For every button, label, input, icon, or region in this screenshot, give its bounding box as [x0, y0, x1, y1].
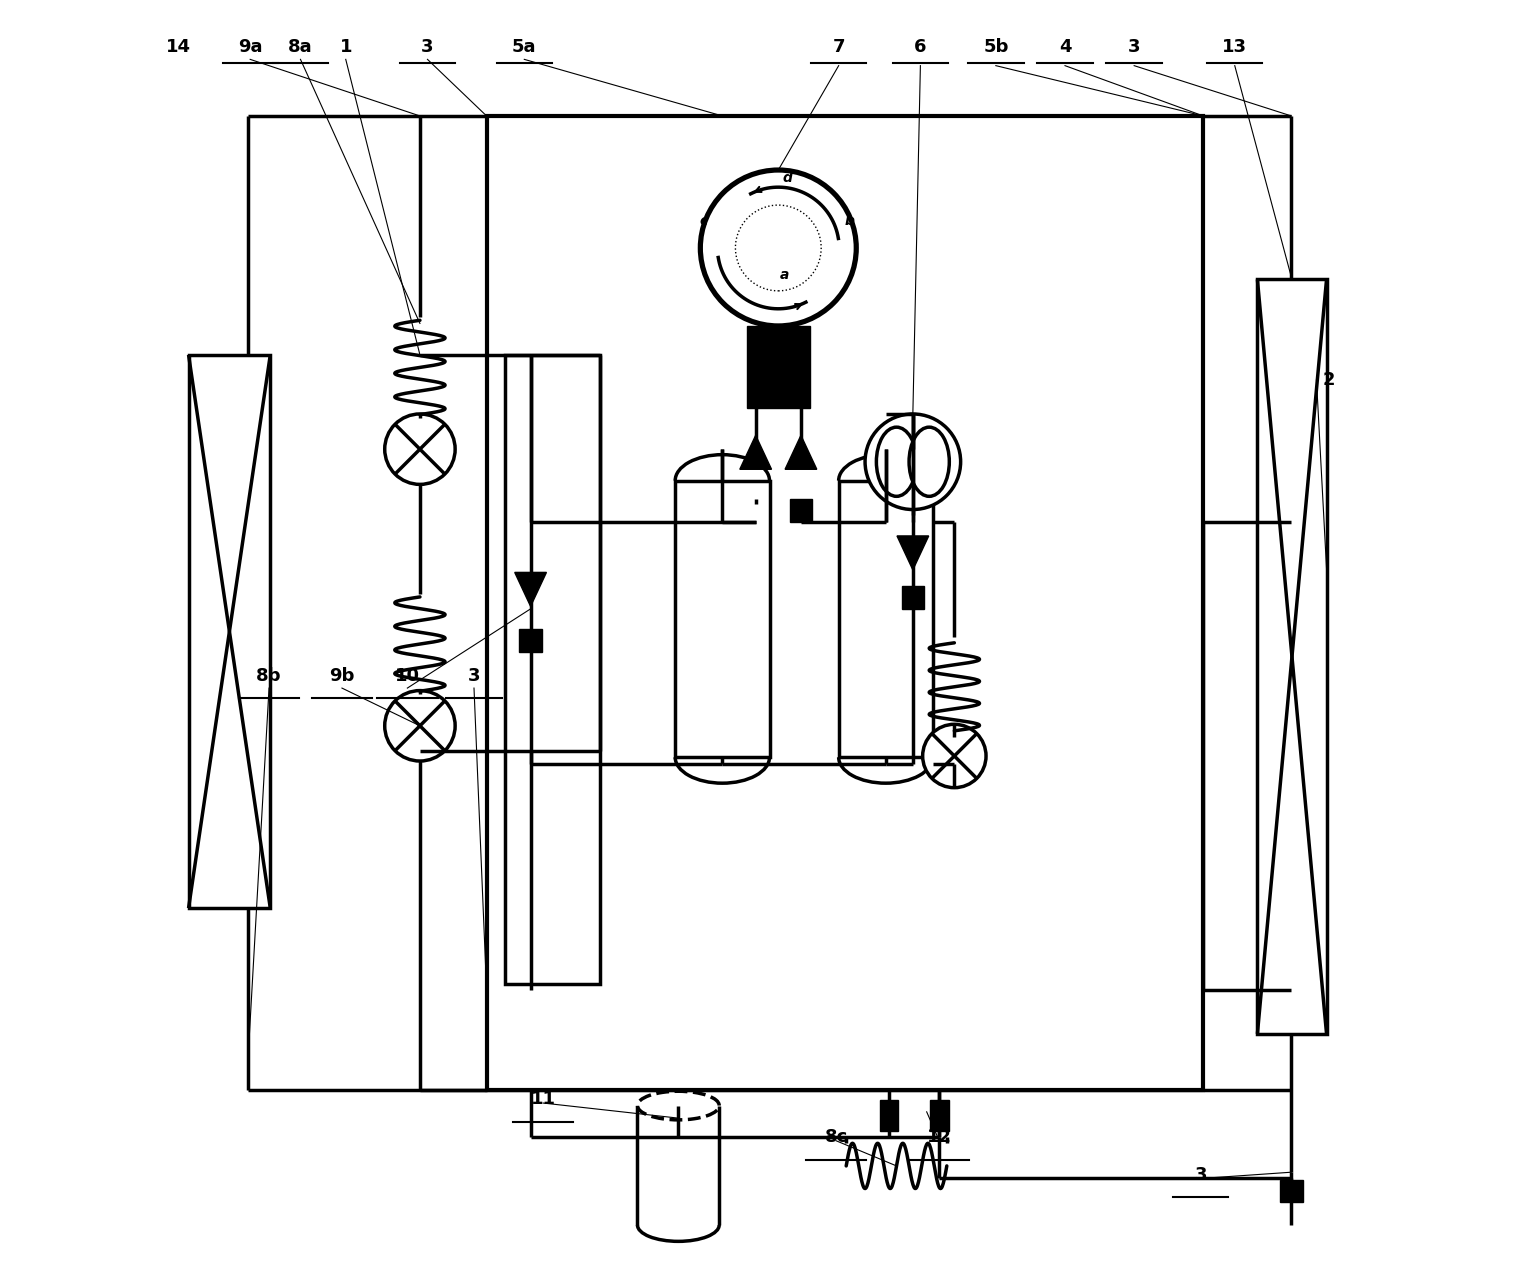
Text: c: c [700, 213, 708, 227]
Circle shape [385, 414, 456, 485]
Text: 12: 12 [926, 1128, 951, 1146]
Polygon shape [514, 572, 546, 606]
Bar [486, 116, 1203, 1090]
Bar [879, 1100, 899, 1132]
Ellipse shape [876, 427, 917, 496]
Text: 6: 6 [914, 38, 926, 56]
Bar [902, 586, 923, 609]
Bar [790, 499, 813, 522]
Bar [505, 355, 600, 984]
Text: 3: 3 [1194, 1166, 1207, 1183]
Circle shape [700, 171, 856, 326]
Circle shape [923, 724, 986, 788]
Bar [1257, 279, 1327, 1034]
Polygon shape [897, 536, 928, 570]
Text: 8a: 8a [288, 38, 312, 56]
Bar [1280, 1180, 1302, 1202]
Text: 2: 2 [1324, 371, 1336, 389]
Bar [745, 499, 766, 522]
Text: 10: 10 [396, 667, 420, 685]
Text: 1: 1 [340, 38, 352, 56]
Text: 14: 14 [166, 38, 191, 56]
Text: 8b: 8b [257, 667, 282, 685]
Text: 3: 3 [422, 38, 434, 56]
Polygon shape [785, 436, 817, 470]
Text: 5a: 5a [512, 38, 537, 56]
Text: 11: 11 [531, 1090, 556, 1108]
Text: d: d [782, 171, 793, 184]
Circle shape [865, 414, 960, 509]
Ellipse shape [910, 427, 950, 496]
Text: 3: 3 [1128, 38, 1140, 56]
Text: 9a: 9a [239, 38, 263, 56]
Text: a: a [780, 269, 790, 283]
Text: 8c: 8c [825, 1128, 848, 1146]
Text: 5b: 5b [983, 38, 1008, 56]
Text: 7: 7 [833, 38, 845, 56]
Bar [519, 629, 542, 652]
Text: 13: 13 [1222, 38, 1247, 56]
Text: 9b: 9b [329, 667, 354, 685]
Text: 4: 4 [1059, 38, 1071, 56]
Polygon shape [740, 436, 771, 470]
Circle shape [385, 691, 456, 762]
Bar [930, 1100, 948, 1132]
Bar [746, 326, 810, 408]
Bar [839, 481, 933, 758]
Text: b: b [845, 213, 854, 227]
Bar [676, 481, 770, 758]
Bar [189, 355, 271, 908]
Text: 3: 3 [468, 667, 480, 685]
